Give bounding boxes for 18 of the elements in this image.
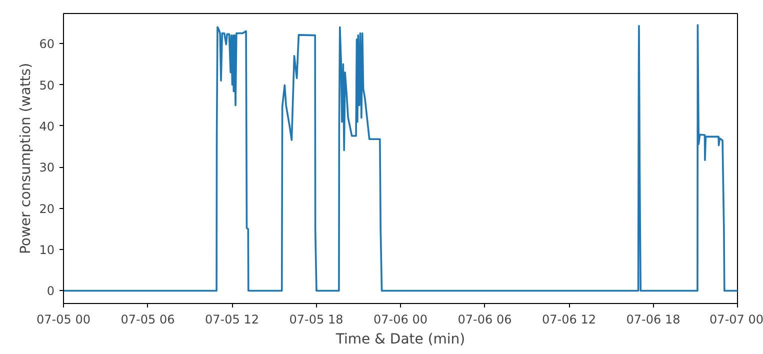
y-tick-label: 60 xyxy=(39,37,55,52)
x-tick-label: 07-06 12 xyxy=(542,312,596,326)
y-tick-label: 30 xyxy=(39,160,55,175)
x-tick-label: 07-07 00 xyxy=(710,312,763,326)
x-tick-label: 07-05 00 xyxy=(36,312,90,326)
y-tick-label: 0 xyxy=(46,284,55,298)
x-tick-label: 07-05 18 xyxy=(289,312,344,326)
x-axis-title: Time & Date (min) xyxy=(334,332,466,348)
y-axis-title: Power consumption (watts) xyxy=(18,62,34,254)
y-tick-label: 20 xyxy=(39,202,55,216)
y-tick-label: 10 xyxy=(39,243,55,258)
y-tick-label: 40 xyxy=(39,119,55,134)
x-tick-label: 07-05 06 xyxy=(120,312,175,326)
x-tick-label: 07-06 06 xyxy=(458,312,512,326)
x-tick-label: 07-05 12 xyxy=(205,312,259,326)
y-tick-label: 50 xyxy=(39,78,55,92)
x-tick-label: 07-06 00 xyxy=(374,312,428,326)
x-tick-label: 07-06 18 xyxy=(626,312,680,326)
